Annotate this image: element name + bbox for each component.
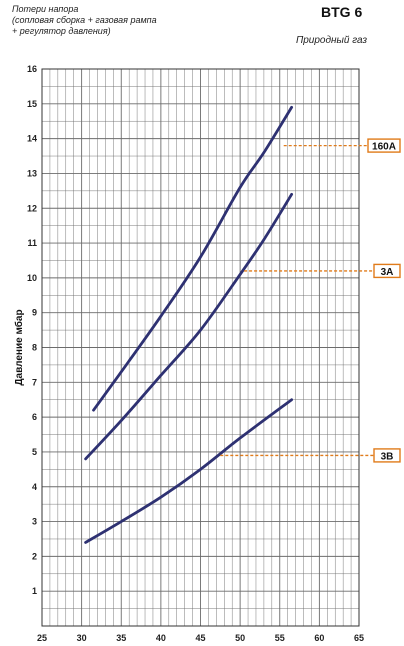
y-tick-label: 4	[32, 482, 37, 492]
y-tick-label: 10	[27, 273, 37, 283]
annotation-box-3a	[373, 263, 401, 279]
y-tick-label: 7	[32, 377, 37, 387]
series-line-160a	[92, 105, 294, 412]
y-tick-label: 16	[27, 64, 37, 74]
annotation-label-3b: 3B	[381, 451, 394, 462]
x-tick-label: 35	[116, 633, 126, 643]
y-tick-label: 12	[27, 203, 37, 213]
x-tick-label: 50	[235, 633, 245, 643]
annotation-box-160a	[367, 138, 401, 153]
chart-title: BTG 6	[321, 4, 363, 20]
annotation-box-3b	[373, 448, 401, 463]
annotation-label-3a: 3A	[381, 267, 394, 278]
y-tick-label: 9	[32, 308, 37, 318]
y-tick-label: 2	[32, 551, 37, 561]
x-tick-label: 55	[275, 633, 285, 643]
y-tick-label: 11	[27, 238, 37, 248]
y-tick-label: 6	[32, 412, 37, 422]
subtitle-line-3: + регулятор давления)	[12, 26, 111, 36]
x-tick-label: 25	[37, 633, 47, 643]
x-tick-label: 40	[156, 633, 166, 643]
y-tick-label: 5	[32, 447, 37, 457]
y-axis-label: Давление мбар	[13, 309, 25, 385]
y-tick-label: 15	[27, 99, 37, 109]
y-tick-label: 8	[32, 343, 37, 353]
x-tick-label: 60	[314, 633, 324, 643]
y-tick-label: 13	[27, 168, 37, 178]
annotation-label-160a: 160A	[372, 142, 396, 153]
fuel-type-label: Природный газ	[296, 35, 368, 46]
subtitle-line-1: Потери напора	[12, 4, 79, 14]
y-tick-label: 14	[27, 134, 37, 144]
subtitle-line-2: (сопловая сборка + газовая рампа	[12, 15, 157, 25]
y-tick-label: 1	[32, 586, 37, 596]
series-line-3b	[84, 398, 294, 544]
x-tick-label: 45	[195, 633, 205, 643]
plot-border	[41, 68, 360, 627]
x-tick-label: 65	[354, 633, 364, 643]
series-line-3a	[84, 192, 294, 461]
chart-subtitle: Потери напора (сопловая сборка + газовая…	[12, 4, 157, 37]
y-tick-label: 3	[32, 517, 37, 527]
x-tick-label: 30	[77, 633, 87, 643]
